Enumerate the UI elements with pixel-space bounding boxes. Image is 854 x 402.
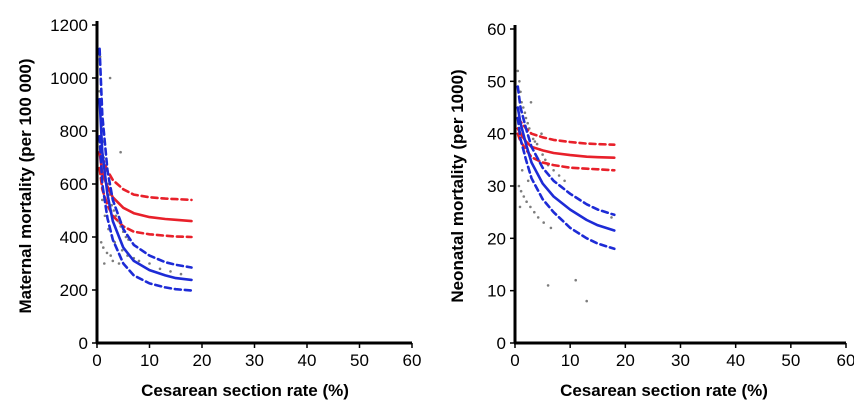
left-data-point bbox=[148, 262, 151, 265]
right-data-point bbox=[533, 210, 536, 214]
left-data-point bbox=[109, 254, 112, 257]
right-data-point bbox=[533, 140, 537, 143]
left-y-tick-label: 200 bbox=[60, 281, 88, 300]
right-y-tick-label: 10 bbox=[487, 282, 506, 301]
right-y-axis-title: Neonatal mortality (per 1000) bbox=[448, 69, 467, 302]
right-data-point bbox=[519, 189, 523, 193]
left-data-point bbox=[158, 267, 162, 271]
left-data-point bbox=[120, 249, 124, 252]
left-red-dashed-curve-1 bbox=[98, 135, 193, 202]
right-data-point bbox=[544, 158, 547, 162]
right-blue-dashed-curve-5 bbox=[516, 116, 616, 251]
left-y-tick-label: 800 bbox=[60, 122, 88, 141]
right-data-point bbox=[518, 80, 521, 83]
left-x-tick-label: 30 bbox=[245, 351, 264, 370]
right-data-point bbox=[546, 284, 550, 287]
left-x-tick-label: 10 bbox=[140, 351, 159, 370]
right-x-tick-label: 50 bbox=[781, 351, 800, 370]
right-x-tick-label: 60 bbox=[837, 351, 854, 370]
right-y-tick-label: 30 bbox=[487, 177, 506, 196]
right-x-tick-label: 20 bbox=[616, 351, 635, 370]
right-data-point bbox=[529, 205, 532, 209]
right-x-tick-label: 0 bbox=[510, 351, 519, 370]
right-data-point bbox=[552, 169, 555, 172]
left-y-tick-label: 600 bbox=[60, 175, 88, 194]
right-x-tick-label: 10 bbox=[561, 351, 580, 370]
right-data-point bbox=[518, 205, 522, 209]
left-data-point bbox=[112, 209, 116, 212]
left-x-tick-label: 20 bbox=[193, 351, 212, 370]
right-data-point bbox=[526, 179, 530, 183]
right-x-tick-label: 40 bbox=[726, 351, 745, 370]
left-data-point bbox=[179, 272, 183, 276]
left-data-point bbox=[169, 270, 172, 273]
right-y-tick-label: 60 bbox=[487, 20, 506, 39]
left-x-tick-label: 50 bbox=[350, 351, 369, 370]
left-data-point bbox=[103, 262, 106, 265]
left-x-tick-label: 40 bbox=[298, 351, 317, 370]
left-data-point bbox=[117, 262, 121, 265]
left-data-point bbox=[103, 214, 107, 218]
right-data-point bbox=[524, 116, 528, 120]
right-data-point bbox=[541, 153, 544, 156]
right-data-point bbox=[528, 127, 531, 130]
left-chart: Maternal mortality (per 100 000) Cesarea… bbox=[16, 16, 421, 400]
left-y-axis-title: Maternal mortality (per 100 000) bbox=[16, 58, 35, 313]
right-data-point bbox=[523, 111, 527, 114]
right-data-point bbox=[549, 226, 553, 230]
left-data-point bbox=[111, 259, 115, 263]
left-data-point bbox=[124, 235, 128, 239]
left-data-point bbox=[108, 76, 112, 80]
left-x-tick-label: 60 bbox=[403, 351, 422, 370]
right-blue-solid-curve-3 bbox=[516, 106, 616, 232]
left-y-tick-label: 0 bbox=[79, 334, 88, 353]
right-red-dashed-curve-2 bbox=[516, 132, 616, 172]
right-data-point bbox=[516, 69, 520, 73]
left-y-tick-label: 1200 bbox=[50, 16, 88, 35]
right-data-point bbox=[535, 142, 539, 146]
right-data-point bbox=[529, 101, 533, 104]
right-data-point bbox=[574, 278, 577, 282]
right-y-tick-label: 40 bbox=[487, 125, 506, 144]
right-data-point bbox=[531, 137, 535, 141]
right-x-axis-title: Cesarean section rate (%) bbox=[560, 381, 768, 400]
right-data-point bbox=[526, 121, 529, 125]
left-data-point bbox=[105, 251, 109, 255]
right-data-point bbox=[542, 221, 545, 224]
right-blue-dashed-curve-4 bbox=[516, 85, 616, 217]
right-x-tick-label: 30 bbox=[671, 351, 690, 370]
right-data-point bbox=[557, 174, 561, 177]
left-data-point bbox=[119, 150, 122, 154]
left-data-point bbox=[101, 198, 104, 202]
right-chart: Neonatal mortality (per 1000) Cesarean s… bbox=[448, 20, 854, 400]
right-data-point bbox=[585, 299, 588, 303]
left-x-axis-title: Cesarean section rate (%) bbox=[141, 381, 349, 400]
right-y-tick-label: 50 bbox=[487, 72, 506, 91]
right-y-tick-label: 20 bbox=[487, 229, 506, 248]
left-y-tick-label: 1000 bbox=[50, 69, 88, 88]
right-data-point bbox=[536, 216, 540, 219]
left-data-point bbox=[102, 246, 105, 249]
left-y-tick-label: 400 bbox=[60, 228, 88, 247]
right-y-tick-label: 0 bbox=[497, 334, 506, 353]
right-data-point bbox=[563, 179, 566, 183]
left-data-point bbox=[99, 241, 103, 244]
right-data-point bbox=[610, 216, 613, 219]
left-blue-dashed-curve-5 bbox=[98, 135, 193, 292]
left-x-tick-label: 0 bbox=[92, 351, 101, 370]
left-blue-solid-curve-3 bbox=[98, 97, 193, 282]
right-data-point bbox=[525, 200, 528, 203]
right-data-point bbox=[520, 169, 524, 172]
left-data-point bbox=[137, 259, 141, 263]
left-blue-dashed-curve-4 bbox=[98, 47, 193, 269]
right-red-dashed-curve-1 bbox=[516, 116, 616, 146]
left-data-point bbox=[98, 55, 102, 59]
right-data-point bbox=[540, 132, 543, 135]
right-data-point bbox=[522, 195, 526, 198]
right-data-point bbox=[517, 184, 521, 188]
right-data-point bbox=[522, 106, 525, 109]
